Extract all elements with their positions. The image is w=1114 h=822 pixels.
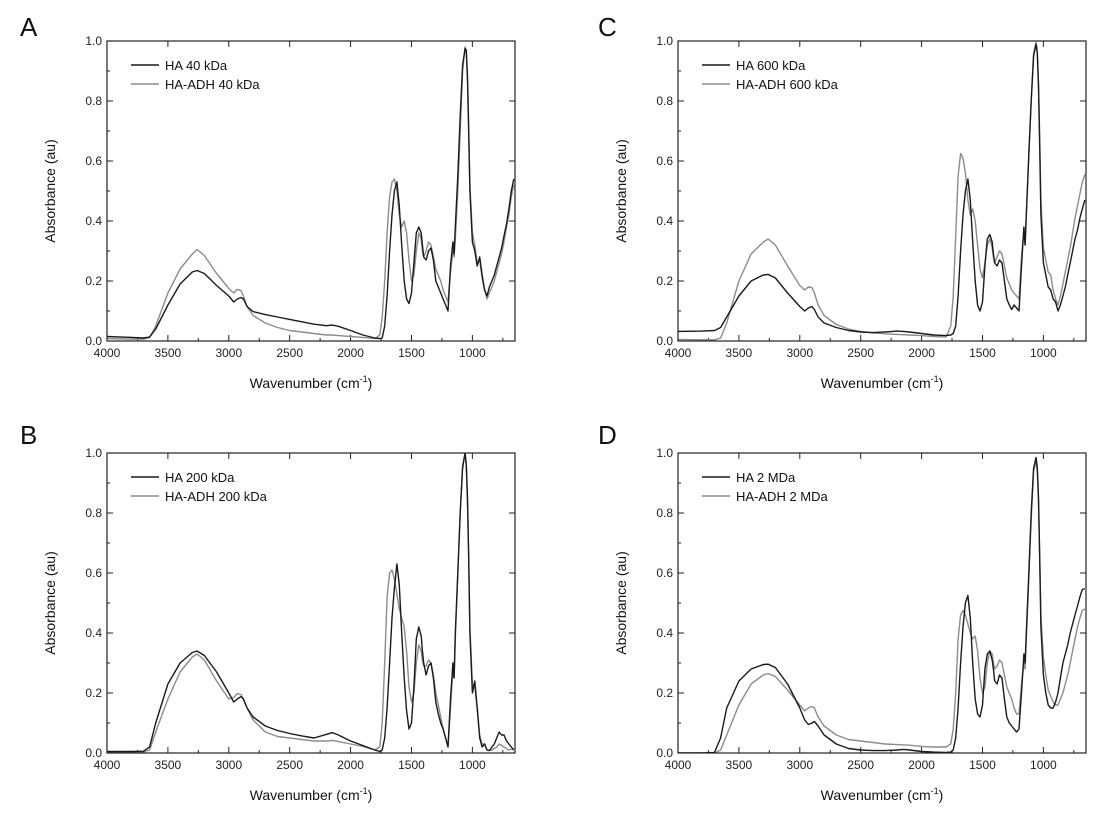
series-line-ha: [678, 43, 1086, 337]
legend-label: HA-ADH 600 kDa: [736, 77, 839, 92]
chart-panel-a: A 0.0 0.2 0.4 0.6 0.8 1.0 4000 3500 3000 2500 2000 1…: [20, 12, 516, 391]
y-axis-label: Absorbance (au): [42, 551, 58, 655]
x-tick-label: 3500: [726, 346, 753, 360]
y-tick-label: 0.8: [85, 94, 102, 108]
x-tick-label: 3000: [786, 758, 813, 772]
y-tick-label: 0.8: [656, 506, 673, 520]
chart-panel-b: B 0.0 0.2 0.4 0.6 0.8 1.0 4000 3500 3000 2500 2000 1…: [20, 420, 516, 803]
x-axis-label: Wavenumber (cm-1): [250, 374, 373, 391]
y-tick-label: 0.2: [656, 274, 673, 288]
y-tick-label: 0.0: [85, 334, 102, 348]
x-tick-label: 1500: [969, 346, 996, 360]
x-tick-label: 2500: [276, 758, 303, 772]
panel-label: D: [598, 420, 617, 450]
legend-label: HA-ADH 2 MDa: [736, 489, 829, 504]
x-tick-label: 2500: [276, 346, 303, 360]
x-axis-label: Wavenumber (cm-1): [250, 786, 373, 803]
plot-frame: [106, 452, 516, 754]
x-tick-label: 4000: [94, 346, 121, 360]
x-tick-label: 2500: [847, 346, 874, 360]
y-tick-label: 0.6: [85, 566, 102, 580]
y-tick-label: 0.4: [85, 214, 102, 228]
y-tick-label: 1.0: [656, 34, 673, 48]
y-axis-label: Absorbance (au): [613, 139, 629, 243]
y-tick-label: 0.2: [85, 686, 102, 700]
legend-label: HA 40 kDa: [165, 58, 228, 73]
x-tick-label: 1000: [459, 758, 486, 772]
series-line-ha-adh: [678, 461, 1086, 753]
y-tick-label: 0.8: [656, 94, 673, 108]
x-axis-label: Wavenumber (cm-1): [821, 786, 944, 803]
x-tick-label: 4000: [665, 346, 692, 360]
legend-label: HA-ADH 40 kDa: [165, 77, 260, 92]
x-tick-label: 2000: [908, 758, 935, 772]
series-line-ha: [678, 456, 1086, 753]
panel-label: A: [20, 12, 38, 42]
chart-panel-d: D 0.0 0.2 0.4 0.6 0.8 1.0 4000 3500 3000 2500 2000 1…: [598, 420, 1087, 803]
x-tick-label: 2000: [337, 346, 364, 360]
y-tick-label: 0.0: [85, 746, 102, 760]
y-tick-label: 0.4: [85, 626, 102, 640]
plot-frame: [106, 40, 516, 342]
x-tick-label: 1000: [1030, 758, 1057, 772]
legend-label: HA 200 kDa: [165, 470, 235, 485]
x-axis-label: Wavenumber (cm-1): [821, 374, 944, 391]
y-axis-label: Absorbance (au): [613, 551, 629, 655]
x-tick-label: 1000: [1030, 346, 1057, 360]
x-tick-label: 3500: [155, 346, 182, 360]
y-tick-label: 0.2: [656, 686, 673, 700]
y-tick-label: 1.0: [85, 446, 102, 460]
y-tick-label: 1.0: [85, 34, 102, 48]
x-tick-label: 1500: [398, 346, 425, 360]
y-tick-label: 0.4: [656, 214, 673, 228]
x-tick-label: 3000: [215, 758, 242, 772]
x-tick-label: 3000: [215, 346, 242, 360]
y-tick-label: 0.4: [656, 626, 673, 640]
series-line-ha: [107, 47, 515, 340]
series-line-ha: [107, 453, 515, 753]
x-tick-label: 2500: [847, 758, 874, 772]
y-tick-label: 0.0: [656, 746, 673, 760]
plot-frame: [677, 40, 1087, 342]
x-tick-label: 4000: [94, 758, 121, 772]
x-tick-label: 3500: [726, 758, 753, 772]
x-tick-label: 2000: [908, 346, 935, 360]
x-tick-label: 3500: [155, 758, 182, 772]
chart-panel-c: C 0.0 0.2 0.4 0.6 0.8 1.0 4000 3500 3000 2500 2000 1…: [598, 12, 1087, 391]
panel-label: B: [20, 420, 37, 450]
x-tick-label: 1500: [398, 758, 425, 772]
y-tick-label: 0.6: [656, 154, 673, 168]
y-tick-label: 0.6: [85, 154, 102, 168]
y-tick-label: 1.0: [656, 446, 673, 460]
y-tick-label: 0.0: [656, 334, 673, 348]
x-tick-label: 1500: [969, 758, 996, 772]
legend-label: HA 2 MDa: [736, 470, 796, 485]
y-tick-label: 0.6: [656, 566, 673, 580]
legend-label: HA 600 kDa: [736, 58, 806, 73]
x-tick-label: 2000: [337, 758, 364, 772]
x-tick-label: 1000: [459, 346, 486, 360]
panel-label: C: [598, 12, 617, 42]
y-tick-label: 0.8: [85, 506, 102, 520]
plot-frame: [677, 452, 1087, 754]
legend-label: HA-ADH 200 kDa: [165, 489, 268, 504]
x-tick-label: 3000: [786, 346, 813, 360]
y-axis-label: Absorbance (au): [42, 139, 58, 243]
x-tick-label: 4000: [665, 758, 692, 772]
y-tick-label: 0.2: [85, 274, 102, 288]
